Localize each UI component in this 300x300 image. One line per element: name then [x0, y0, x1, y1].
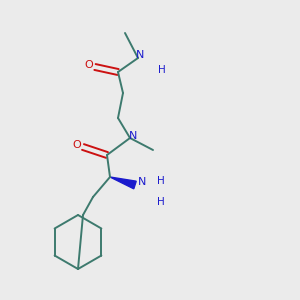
- Polygon shape: [110, 177, 136, 189]
- Text: H: H: [157, 176, 165, 186]
- Text: H: H: [157, 197, 165, 207]
- Text: O: O: [73, 140, 81, 150]
- Text: H: H: [158, 65, 166, 75]
- Text: O: O: [85, 60, 93, 70]
- Text: N: N: [129, 131, 137, 141]
- Text: N: N: [138, 177, 146, 187]
- Text: N: N: [136, 50, 144, 60]
